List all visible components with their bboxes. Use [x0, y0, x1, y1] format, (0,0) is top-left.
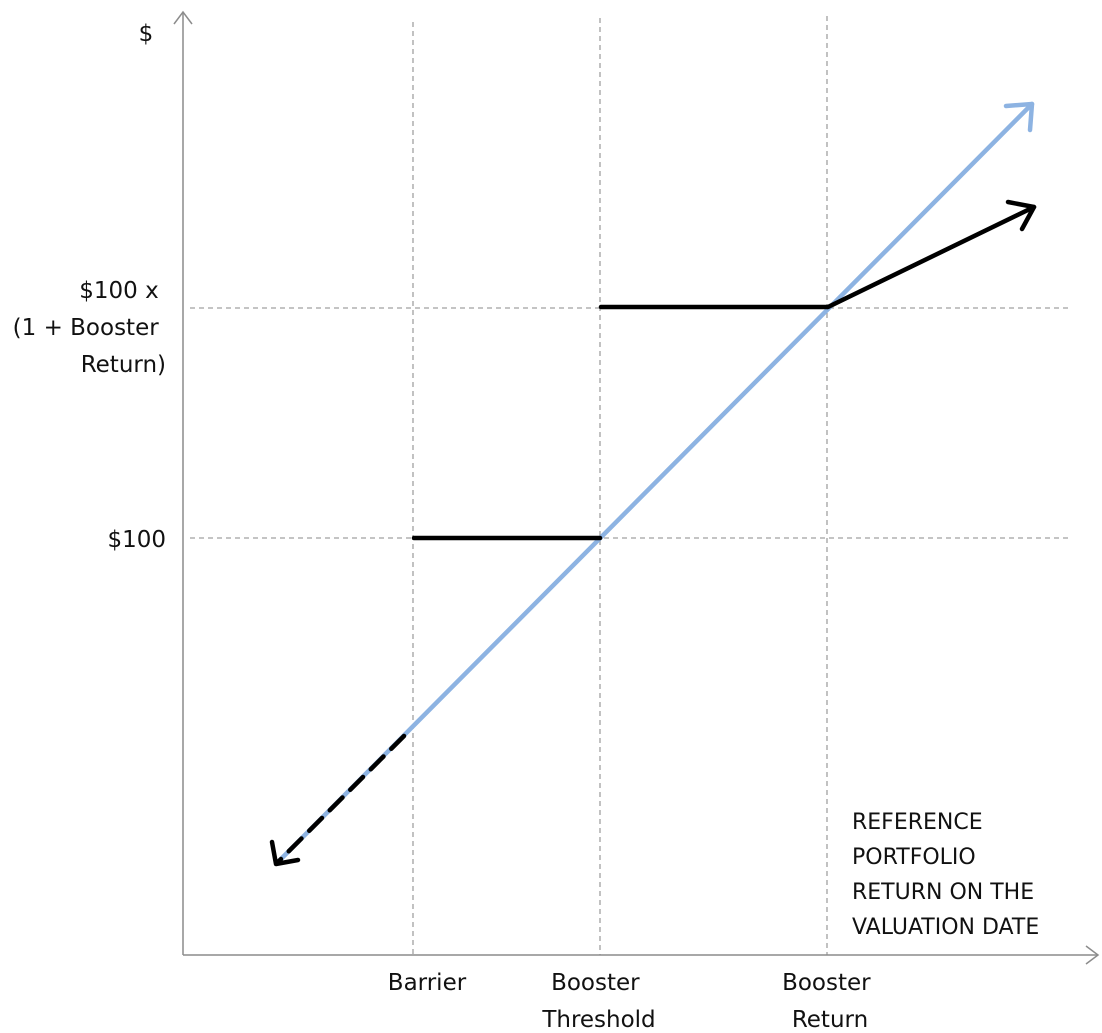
payoff-downside-arrow-icon — [269, 839, 301, 867]
axes — [173, 10, 1100, 965]
x-axis-caption-line-1: REFERENCE — [852, 810, 983, 835]
booster-level-label-line-2: (1 + Booster — [13, 315, 160, 341]
guide-lines — [190, 16, 1068, 955]
y-axis-arrow-icon — [173, 10, 193, 25]
booster-return-label-line-1: Booster — [782, 970, 871, 996]
y-axis-unit-label: $ — [139, 21, 154, 47]
x-axis-caption-line-2: PORTFOLIO — [852, 845, 976, 870]
booster-return-label-line-2: Return — [792, 1007, 868, 1033]
reference-line-arrow-icon — [1003, 101, 1035, 133]
x-axis-arrow-icon — [1085, 945, 1100, 965]
booster-level-label-line-1: $100 x — [79, 278, 158, 304]
booster-threshold-label-line-1: Booster — [551, 970, 640, 996]
booster-return-label: Booster Return — [782, 970, 878, 1033]
x-axis-caption-line-3: RETURN ON THE — [852, 880, 1034, 905]
booster-threshold-label: Booster Threshold — [541, 970, 655, 1033]
x-axis-caption: REFERENCE PORTFOLIO RETURN ON THE VALUAT… — [852, 810, 1041, 940]
booster-threshold-label-line-2: Threshold — [541, 1007, 655, 1033]
x-axis-caption-line-4: VALUATION DATE — [852, 915, 1039, 940]
par-level-label: $100 — [107, 527, 166, 553]
booster-level-label: $100 x (1 + Booster Return) — [13, 278, 166, 378]
payoff-downside-dashed-segment — [275, 733, 407, 865]
payoff-upside-arrow-icon — [1005, 199, 1037, 232]
booster-level-label-line-3: Return) — [81, 352, 166, 378]
payoff-upside-segment — [825, 204, 1037, 310]
payoff-line — [269, 199, 1037, 867]
barrier-label: Barrier — [388, 970, 467, 996]
